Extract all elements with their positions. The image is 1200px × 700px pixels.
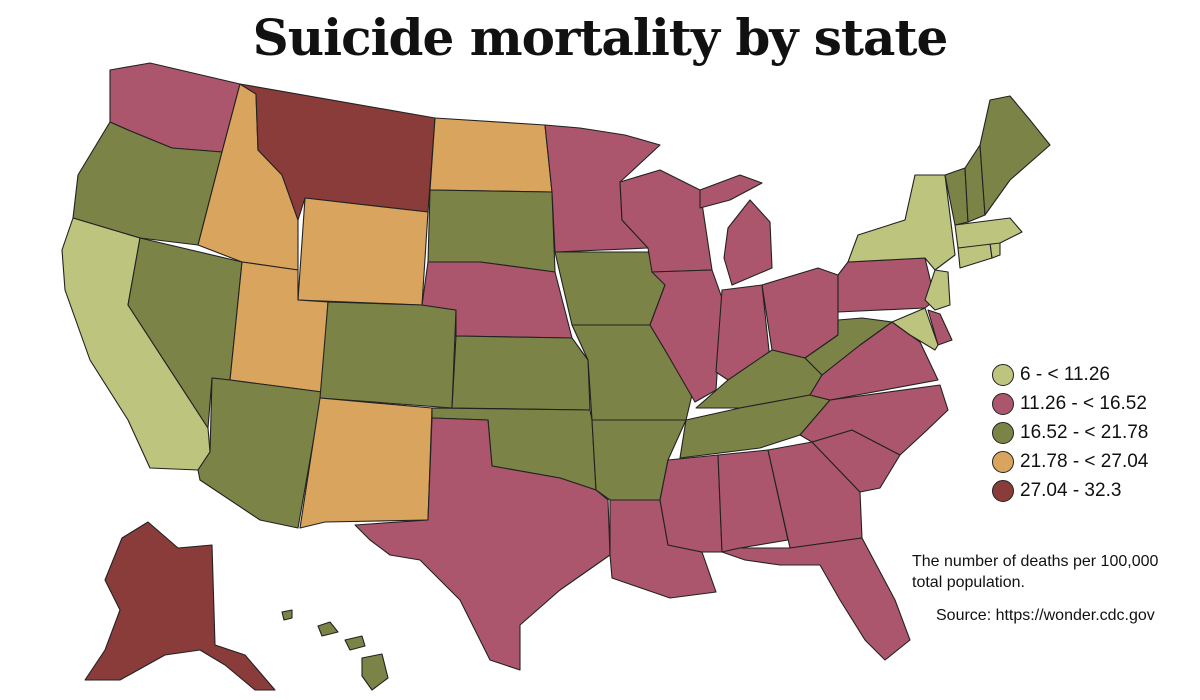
legend: 6 - < 11.26 11.26 - < 16.52 16.52 - < 21.7… <box>992 360 1148 505</box>
state-NJ[interactable] <box>924 269 951 311</box>
state-SD[interactable] <box>427 189 556 273</box>
state-MA[interactable] <box>954 217 1023 249</box>
data-source: Source: https://wonder.cdc.gov <box>936 607 1155 624</box>
legend-label: 6 - < 11.26 <box>1020 363 1110 385</box>
state-NY[interactable] <box>847 174 956 271</box>
legend-swatch <box>992 392 1014 415</box>
state-AL[interactable] <box>717 449 789 553</box>
state-RI[interactable] <box>989 242 1001 259</box>
legend-label: 21.78 - < 27.04 <box>1020 450 1149 472</box>
legend-swatch <box>992 479 1014 502</box>
state-PA[interactable] <box>837 257 936 313</box>
legend-item: 27.04 - 32.3 <box>992 476 1148 505</box>
state-NC[interactable] <box>799 384 949 456</box>
state-KS[interactable] <box>451 335 591 411</box>
state-TX[interactable] <box>354 417 611 671</box>
state-HI[interactable] <box>281 609 389 691</box>
legend-swatch <box>992 421 1014 444</box>
state-AK[interactable] <box>84 521 276 691</box>
state-ME[interactable] <box>979 95 1051 216</box>
state-MD[interactable] <box>891 307 939 351</box>
state-GA[interactable] <box>767 441 863 549</box>
legend-item: 11.26 - < 16.52 <box>992 389 1148 418</box>
legend-label: 16.52 - < 21.78 <box>1020 421 1149 443</box>
legend-swatch <box>992 363 1014 386</box>
legend-item: 21.78 - < 27.04 <box>992 447 1148 476</box>
state-ND[interactable] <box>429 117 553 193</box>
legend-item: 6 - < 11.26 <box>992 360 1148 389</box>
state-IA[interactable] <box>554 251 666 326</box>
legend-swatch <box>992 450 1014 473</box>
legend-item: 16.52 - < 21.78 <box>992 418 1148 447</box>
legend-label: 27.04 - 32.3 <box>1020 479 1122 501</box>
state-IL[interactable] <box>649 269 723 403</box>
data-note: The number of deaths per 100,000 total p… <box>912 553 1159 591</box>
state-DE[interactable] <box>927 309 953 346</box>
state-MI[interactable] <box>699 174 773 286</box>
state-CO[interactable] <box>319 301 457 409</box>
state-NM[interactable] <box>299 397 433 529</box>
state-MS[interactable] <box>659 454 723 553</box>
legend-label: 11.26 - < 16.52 <box>1020 392 1147 414</box>
state-WY[interactable] <box>297 197 429 306</box>
map-title: Suicide mortality by state <box>252 8 949 67</box>
state-WV[interactable] <box>804 317 893 376</box>
state-FL[interactable] <box>721 537 911 661</box>
